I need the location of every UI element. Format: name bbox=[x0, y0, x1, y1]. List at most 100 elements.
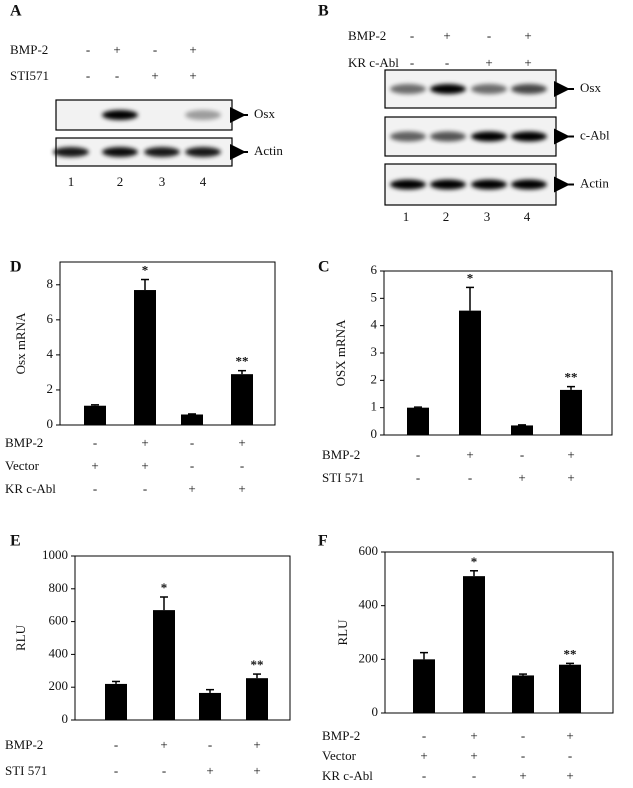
condition-sign: - bbox=[93, 435, 97, 450]
blot-band bbox=[471, 84, 507, 94]
condition-name: BMP-2 bbox=[5, 435, 43, 450]
condition-name: STI 571 bbox=[5, 763, 47, 778]
condition-sign: + bbox=[466, 447, 473, 462]
blot-band bbox=[144, 147, 180, 157]
bar bbox=[511, 425, 533, 435]
condition-sign: - bbox=[472, 768, 476, 783]
y-tick-label: 0 bbox=[371, 426, 378, 441]
condition-name: STI 571 bbox=[322, 470, 364, 485]
condition-sign: - bbox=[114, 763, 118, 778]
plot-frame bbox=[74, 555, 291, 721]
y-tick-label: 200 bbox=[49, 678, 69, 693]
condition-sign: - bbox=[422, 768, 426, 783]
blot-band bbox=[185, 110, 221, 120]
bar bbox=[407, 407, 429, 435]
panel-label: F bbox=[318, 533, 328, 550]
bar bbox=[199, 692, 221, 720]
condition-name: BMP-2 bbox=[10, 42, 48, 57]
bar bbox=[181, 414, 203, 425]
condition-sign: - bbox=[162, 763, 166, 778]
y-tick-label: 600 bbox=[49, 613, 69, 628]
y-tick-label: 0 bbox=[62, 711, 69, 726]
y-tick-label: 2 bbox=[371, 371, 378, 386]
condition-sign: - bbox=[445, 55, 449, 70]
condition-sign: - bbox=[86, 68, 90, 83]
condition-sign: + bbox=[160, 737, 167, 752]
y-tick-label: 6 bbox=[371, 262, 378, 277]
y-tick-label: 2 bbox=[47, 381, 54, 396]
condition-sign: - bbox=[416, 447, 420, 462]
bar bbox=[413, 659, 435, 713]
condition-sign: + bbox=[519, 768, 526, 783]
lane-number: 1 bbox=[68, 174, 75, 189]
blot-band bbox=[471, 179, 507, 190]
lane-number: 4 bbox=[524, 209, 531, 224]
condition-sign: - bbox=[93, 481, 97, 496]
condition-sign: - bbox=[521, 728, 525, 743]
y-axis-label: RLU bbox=[335, 619, 350, 646]
condition-sign: - bbox=[240, 458, 244, 473]
condition-name: BMP-2 bbox=[322, 728, 360, 743]
condition-sign: + bbox=[420, 748, 427, 763]
panel-label: A bbox=[10, 3, 22, 20]
blot-band bbox=[102, 110, 138, 120]
condition-sign: + bbox=[524, 55, 531, 70]
condition-sign: - bbox=[521, 748, 525, 763]
panel-label: D bbox=[10, 259, 22, 276]
condition-sign: + bbox=[485, 55, 492, 70]
significance-marker: * bbox=[142, 263, 149, 278]
band-label: c-Abl bbox=[580, 127, 610, 142]
significance-marker: * bbox=[471, 554, 478, 569]
bar bbox=[105, 683, 127, 720]
bar bbox=[231, 374, 253, 425]
significance-marker: * bbox=[161, 580, 168, 595]
condition-sign: + bbox=[141, 435, 148, 450]
condition-sign: + bbox=[567, 447, 574, 462]
condition-sign: + bbox=[566, 728, 573, 743]
condition-sign: + bbox=[206, 763, 213, 778]
blot-band bbox=[430, 179, 466, 190]
condition-sign: + bbox=[189, 68, 196, 83]
blot-band bbox=[390, 84, 426, 94]
lane-number: 1 bbox=[403, 209, 410, 224]
y-tick-label: 1000 bbox=[42, 547, 68, 562]
significance-marker: ** bbox=[236, 354, 249, 369]
blot-band bbox=[511, 131, 547, 142]
condition-sign: - bbox=[416, 470, 420, 485]
bar bbox=[246, 678, 268, 720]
band-label: Actin bbox=[580, 175, 609, 190]
condition-sign: + bbox=[253, 763, 260, 778]
condition-name: Vector bbox=[322, 748, 357, 763]
condition-sign: - bbox=[208, 737, 212, 752]
y-tick-label: 8 bbox=[47, 276, 54, 291]
condition-name: KR c-Abl bbox=[348, 55, 399, 70]
condition-name: BMP-2 bbox=[322, 447, 360, 462]
condition-sign: + bbox=[566, 768, 573, 783]
condition-sign: - bbox=[422, 728, 426, 743]
condition-name: KR c-Abl bbox=[5, 481, 56, 496]
condition-sign: + bbox=[567, 470, 574, 485]
condition-sign: - bbox=[568, 748, 572, 763]
bar bbox=[459, 310, 481, 435]
band-label: Osx bbox=[254, 106, 275, 121]
blot-band bbox=[185, 147, 221, 157]
condition-name: STI571 bbox=[10, 68, 49, 83]
y-tick-label: 1 bbox=[371, 399, 378, 414]
panel-label: B bbox=[318, 3, 329, 20]
condition-sign: + bbox=[113, 42, 120, 57]
blot-band bbox=[471, 131, 507, 142]
condition-sign: + bbox=[470, 728, 477, 743]
condition-sign: + bbox=[518, 470, 525, 485]
bar bbox=[153, 610, 175, 720]
condition-sign: - bbox=[190, 458, 194, 473]
blot-band bbox=[102, 147, 138, 157]
plot-frame bbox=[59, 261, 276, 426]
y-axis-label: OSX mRNA bbox=[333, 319, 348, 386]
condition-sign: - bbox=[86, 42, 90, 57]
condition-sign: - bbox=[487, 28, 491, 43]
condition-sign: + bbox=[253, 737, 260, 752]
condition-sign: + bbox=[188, 481, 195, 496]
significance-marker: ** bbox=[251, 657, 264, 672]
